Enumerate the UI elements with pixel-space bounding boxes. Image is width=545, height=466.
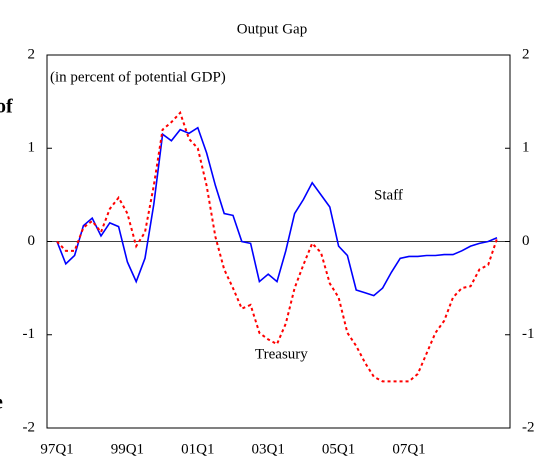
fragment: of — [0, 96, 13, 118]
x-tick-label: 01Q1 — [181, 441, 214, 457]
series-line — [56, 126, 498, 297]
y2-tick-label: 0 — [522, 233, 530, 249]
y2-tick-label: -1 — [522, 326, 535, 342]
series-line — [56, 110, 498, 383]
y2-tick-label: -2 — [522, 419, 535, 435]
fragment: e — [0, 392, 3, 414]
y-tick-label: 2 — [28, 46, 36, 62]
y-tick-label: 1 — [28, 140, 36, 156]
x-tick-label: 07Q1 — [392, 441, 425, 457]
y2-tick-label: 2 — [522, 46, 530, 62]
x-tick-label: 03Q1 — [252, 441, 285, 457]
x-tick-label: 05Q1 — [322, 441, 355, 457]
chart-title: Output Gap — [237, 21, 307, 37]
y2-tick-label: 1 — [522, 140, 530, 156]
x-tick-label: 99Q1 — [111, 441, 144, 457]
y-tick-label: -2 — [23, 419, 36, 435]
series-label: Staff — [374, 187, 403, 203]
y-tick-label: 0 — [28, 233, 36, 249]
series-label: Treasury — [255, 346, 308, 362]
subtitle: (in percent of potential GDP) — [50, 69, 226, 85]
y-tick-label: -1 — [23, 326, 36, 342]
x-tick-label: 97Q1 — [40, 441, 73, 457]
